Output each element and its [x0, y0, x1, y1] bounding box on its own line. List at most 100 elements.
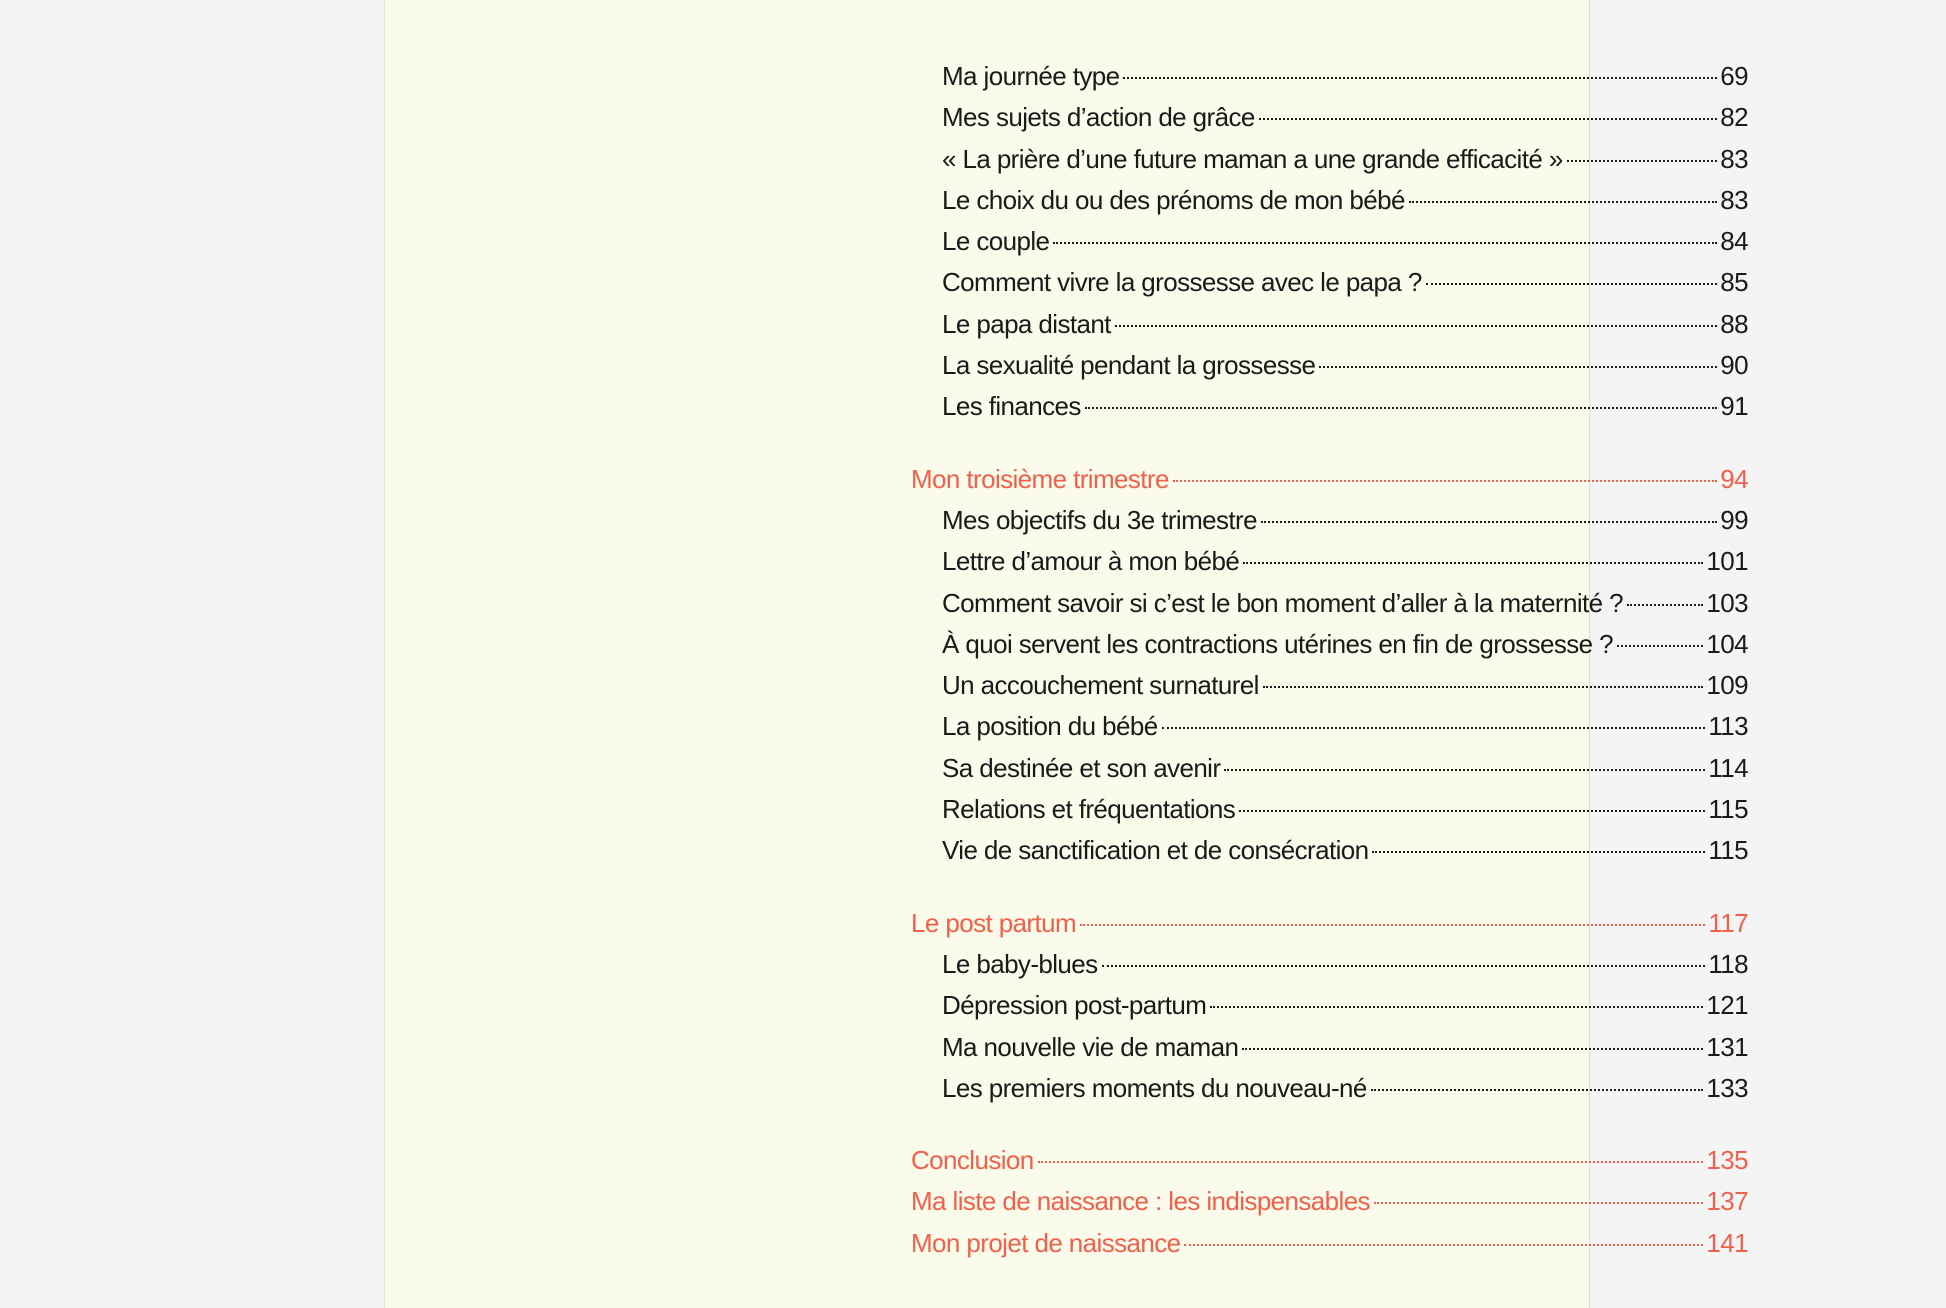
toc-chapter-entry[interactable]: Le post partum 117	[911, 903, 1749, 944]
entry-page-number: 101	[1706, 546, 1748, 577]
entry-page-number: 84	[1720, 226, 1748, 257]
dot-leader	[1262, 686, 1704, 689]
document-page: Ma journée type 69 Mes sujets d’action de …	[384, 0, 1749, 1308]
entry-title: Sa destinée et son avenir	[942, 752, 1221, 783]
entry-title: Le post partum	[911, 907, 1077, 938]
toc-entry[interactable]: Relations et fréquentations 115	[911, 789, 1749, 830]
toc-section: Conclusion 135 Ma liste de naissance : les…	[911, 1140, 1749, 1264]
entry-title: Le papa distant	[942, 308, 1111, 339]
toc-entry[interactable]: La position du bébé 113	[911, 706, 1749, 747]
toc-entry[interactable]: Mes sujets d’action de grâce 82	[911, 97, 1749, 138]
toc-entry[interactable]: Un accouchement surnaturel 109	[911, 665, 1749, 706]
toc-entry[interactable]: Vie de sanctification et de consécration…	[911, 830, 1749, 871]
entry-page-number: 137	[1706, 1186, 1748, 1217]
entry-page-number: 114	[1708, 752, 1748, 783]
dot-leader	[1372, 851, 1706, 854]
entry-page-number: 118	[1708, 948, 1748, 979]
entry-title: « La prière d’une future maman a une gra…	[942, 143, 1563, 174]
toc-chapter-entry[interactable]: Mon troisième trimestre 94	[911, 459, 1749, 500]
dot-leader	[1258, 118, 1718, 121]
entry-title: Dépression post-partum	[942, 990, 1207, 1021]
dot-leader	[1037, 1161, 1704, 1164]
toc-entry[interactable]: Le choix du ou des prénoms de mon bébé 83	[911, 180, 1749, 221]
toc-entry[interactable]: À quoi servent les contractions utérines…	[911, 624, 1749, 665]
entry-page-number: 85	[1720, 267, 1748, 298]
toc-entry[interactable]: « La prière d’une future maman a une gra…	[911, 139, 1749, 180]
entry-title: Le choix du ou des prénoms de mon bébé	[942, 184, 1405, 215]
toc-section: Ma journée type 69 Mes sujets d’action de …	[911, 56, 1749, 428]
entry-page-number: 115	[1708, 835, 1748, 866]
entry-page-number: 91	[1720, 391, 1748, 422]
toc-entry[interactable]: La sexualité pendant la grossesse 90	[911, 345, 1749, 386]
dot-leader	[1616, 644, 1704, 647]
toc-chapter-entry[interactable]: Mon projet de naissance 141	[911, 1223, 1749, 1264]
entry-page-number: 131	[1706, 1031, 1748, 1062]
toc-entry[interactable]: Le couple 84	[911, 221, 1749, 262]
dot-leader	[1425, 283, 1718, 286]
toc-chapter-entry[interactable]: Ma liste de naissance : les indispensabl…	[911, 1181, 1749, 1222]
entry-page-number: 94	[1720, 463, 1748, 494]
dot-leader	[1080, 923, 1706, 926]
dot-leader	[1627, 603, 1704, 606]
toc-section: Le post partum 117 Le baby-blues 118 Dépress…	[911, 903, 1749, 1109]
dot-leader	[1123, 77, 1718, 79]
entry-page-number: 104	[1706, 628, 1748, 659]
toc-entry[interactable]: Les premiers moments du nouveau-né 133	[911, 1068, 1749, 1109]
entry-title: Comment vivre la grossesse avec le papa …	[942, 267, 1422, 298]
entry-title: Les finances	[942, 391, 1081, 422]
entry-title: Mes sujets d’action de grâce	[942, 102, 1255, 133]
toc-entry[interactable]: Le papa distant 88	[911, 304, 1749, 345]
toc-entry[interactable]: Le baby-blues 118	[911, 944, 1749, 985]
toc-entry[interactable]: Sa destinée et son avenir 114	[911, 748, 1749, 789]
entry-page-number: 121	[1706, 990, 1748, 1021]
toc-entry[interactable]: Ma nouvelle vie de maman 131	[911, 1027, 1749, 1068]
entry-title: Le couple	[942, 226, 1050, 257]
dot-leader	[1242, 1047, 1704, 1050]
table-of-contents: Ma journée type 69 Mes sujets d’action de …	[911, 56, 1749, 1295]
entry-page-number: 90	[1720, 350, 1748, 381]
dot-leader	[1114, 324, 1718, 327]
entry-title: À quoi servent les contractions utérines…	[942, 628, 1614, 659]
toc-entry[interactable]: Comment vivre la grossesse avec le papa …	[911, 262, 1749, 303]
toc-chapter-entry[interactable]: Conclusion 135	[911, 1140, 1749, 1181]
entry-page-number: 117	[1708, 907, 1748, 938]
entry-page-number: 103	[1706, 587, 1748, 618]
toc-section: Mon troisième trimestre 94 Mes objectifs d…	[911, 459, 1749, 872]
entry-title: Mon projet de naissance	[911, 1227, 1181, 1258]
toc-entry[interactable]: Les finances 91	[911, 386, 1749, 427]
dot-leader	[1373, 1202, 1704, 1205]
toc-entry[interactable]: Dépression post-partum 121	[911, 985, 1749, 1026]
dot-leader	[1566, 159, 1718, 162]
entry-page-number: 88	[1720, 308, 1748, 339]
dot-leader	[1239, 810, 1706, 813]
entry-title: Conclusion	[911, 1145, 1034, 1176]
entry-title: Ma nouvelle vie de maman	[942, 1031, 1239, 1062]
entry-title: Ma liste de naissance : les indispensabl…	[911, 1186, 1371, 1217]
toc-entry[interactable]: Mes objectifs du 3e trimestre 99	[911, 500, 1749, 541]
dot-leader	[1184, 1243, 1704, 1246]
entry-page-number: 135	[1706, 1145, 1748, 1176]
entry-page-number: 115	[1708, 794, 1748, 825]
dot-leader	[1210, 1006, 1704, 1009]
entry-page-number: 99	[1720, 504, 1748, 535]
entry-title: Un accouchement surnaturel	[942, 670, 1259, 701]
entry-page-number: 69	[1720, 61, 1748, 91]
dot-leader	[1224, 768, 1706, 771]
dot-leader	[1172, 479, 1718, 482]
dot-leader	[1319, 366, 1718, 369]
toc-entry[interactable]: Ma journée type 69	[911, 56, 1749, 97]
entry-title: Lettre d’amour à mon bébé	[942, 546, 1240, 577]
entry-page-number: 141	[1706, 1227, 1748, 1258]
toc-entry[interactable]: Lettre d’amour à mon bébé 101	[911, 541, 1749, 582]
entry-title: La sexualité pendant la grossesse	[942, 350, 1316, 381]
entry-page-number: 82	[1720, 102, 1748, 133]
entry-page-number: 83	[1720, 143, 1748, 174]
entry-title: Mon troisième trimestre	[911, 463, 1169, 494]
entry-page-number: 133	[1706, 1072, 1748, 1103]
dot-leader	[1101, 964, 1706, 967]
entry-page-number: 109	[1706, 670, 1748, 701]
dot-leader	[1243, 562, 1704, 565]
dot-leader	[1053, 242, 1718, 245]
toc-entry[interactable]: Comment savoir si c’est le bon moment d’…	[911, 583, 1749, 624]
dot-leader	[1408, 200, 1718, 203]
